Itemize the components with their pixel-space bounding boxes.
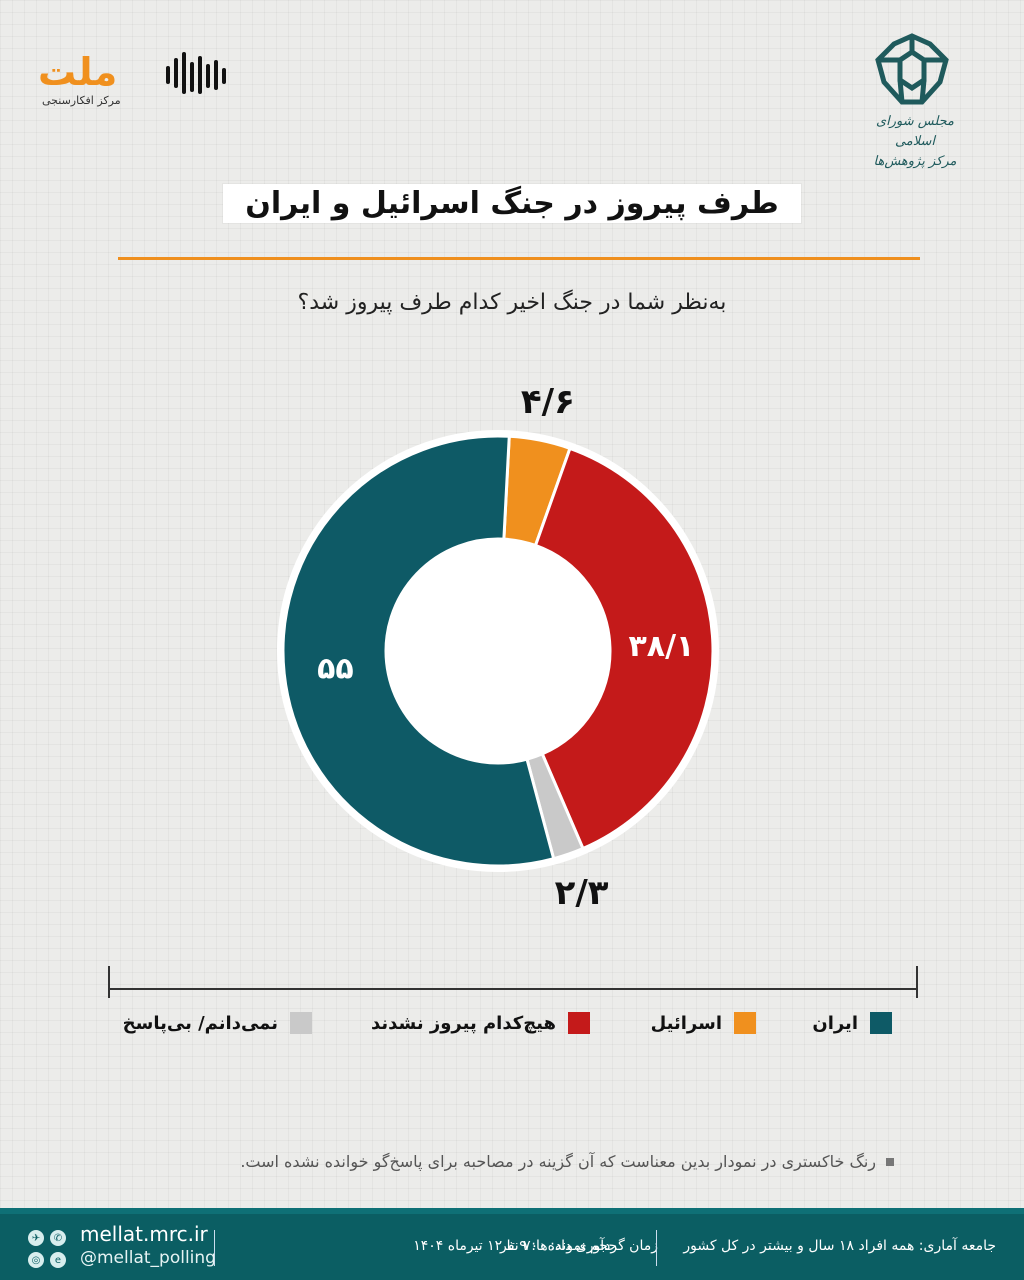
footer-divider: [214, 1230, 215, 1266]
soundwave-icon: [166, 52, 226, 94]
legend-item-iran: ایران: [812, 1012, 892, 1034]
legend-axis: [108, 966, 918, 998]
value-label-israel: ۴/۶: [521, 382, 575, 422]
title-wrap: طرف پیروز در جنگ اسرائیل و ایران: [0, 184, 1024, 223]
axis-tick-right: [916, 966, 918, 998]
logo-subtitle: مرکز افکارسنجی: [42, 94, 121, 107]
legend-label-dont-know: نمی‌دانم/ بی‌پاسخ: [122, 1012, 278, 1034]
legend-label-iran: ایران: [812, 1012, 858, 1034]
whatsapp-icon[interactable]: ✆: [50, 1230, 66, 1246]
legend-item-israel: اسرائیل: [651, 1012, 756, 1034]
slice-neither: [533, 446, 715, 851]
mellat-logo: ملت مرکز افکارسنجی: [38, 42, 226, 112]
value-label-neither: ۳۸/۱: [628, 629, 694, 664]
legend-swatch-dont-know: [290, 1012, 312, 1034]
legend-label-israel: اسرائیل: [650, 1012, 722, 1034]
instagram-icon[interactable]: ◎: [28, 1252, 44, 1268]
axis-line: [108, 988, 918, 990]
axis-tick-left: [108, 966, 110, 998]
logo-word: ملت: [38, 50, 118, 94]
legend-swatch-neither: [568, 1012, 590, 1034]
footer: ✈ ✆ ◎ e mellat.mrc.ir @mellat_polling زم…: [0, 1208, 1024, 1280]
donut-hole: [387, 540, 609, 762]
footnote-bullet: [886, 1157, 894, 1166]
chart-title: طرف پیروز در جنگ اسرائیل و ایران: [223, 184, 801, 223]
chart-slices: [277, 430, 719, 872]
legend-item-neither: هیچ‌کدام پیروز نشدند: [371, 1012, 590, 1034]
legend-swatch-israel: [734, 1012, 756, 1034]
footnote-text: رنگ خاکستری در نمودار بدین معناست که آن …: [240, 1152, 876, 1171]
legend-label-neither: هیچ‌کدام پیروز نشدند: [370, 1012, 556, 1034]
footnote: رنگ خاکستری در نمودار بدین معناست که آن …: [240, 1152, 894, 1171]
footer-divider-2: [656, 1230, 657, 1266]
footer-band: [0, 1208, 1024, 1214]
footer-population: جامعه آماری: همه افراد ۱۸ سال و بیشتر در…: [683, 1238, 996, 1254]
telegram-icon[interactable]: ✈: [28, 1230, 44, 1246]
legend-swatch-iran: [870, 1012, 892, 1034]
legend: ایران اسرائیل هیچ‌کدام پیروز نشدند نمی‌د…: [108, 1012, 920, 1046]
slice-iran: [281, 434, 556, 868]
legend-item-dont-know: نمی‌دانم/ بی‌پاسخ: [123, 1012, 312, 1034]
emblem-icon: [875, 33, 949, 105]
logo-caption-line2: مرکز پژوهش‌ها: [873, 154, 957, 169]
eitaa-icon[interactable]: e: [50, 1252, 66, 1268]
social-handle[interactable]: @mellat_polling: [80, 1248, 216, 1268]
majlis-research-logo: مجلس شورای اسلامی مرکز پژوهش‌ها: [856, 30, 966, 180]
title-divider: [118, 257, 920, 260]
chart-labels: ۴/۶ ۳۸/۱ ۲/۳ ۵۵: [317, 382, 694, 913]
logo-caption: مجلس شورای اسلامی مرکز پژوهش‌ها: [860, 112, 970, 172]
social-icons: ✈ ✆ ◎ e: [28, 1230, 66, 1268]
value-label-dont-know: ۲/۳: [555, 873, 609, 913]
survey-question: به‌نظر شما در جنگ اخیر کدام طرف پیروز شد…: [297, 290, 727, 315]
value-label-iran: ۵۵: [317, 652, 354, 687]
website-link[interactable]: mellat.mrc.ir: [80, 1222, 208, 1246]
footer-sample: حجم نمونه: ۷۰۰ نفر: [500, 1238, 617, 1254]
footer-dates: زمان گردآوری داده‌ها: ۹ تا ۱۲ تیرماه ۱۴۰…: [413, 1238, 658, 1254]
logo-caption-line1: مجلس شورای اسلامی: [875, 114, 955, 149]
donut-outline: [277, 430, 719, 872]
